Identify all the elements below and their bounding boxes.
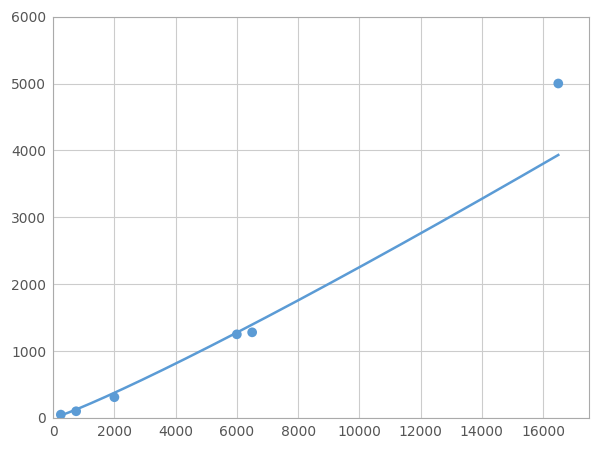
Point	[56, 411, 65, 418]
Point	[71, 408, 81, 415]
Point	[247, 329, 257, 336]
Point	[553, 80, 563, 87]
Point	[232, 331, 242, 338]
Point	[110, 394, 119, 401]
